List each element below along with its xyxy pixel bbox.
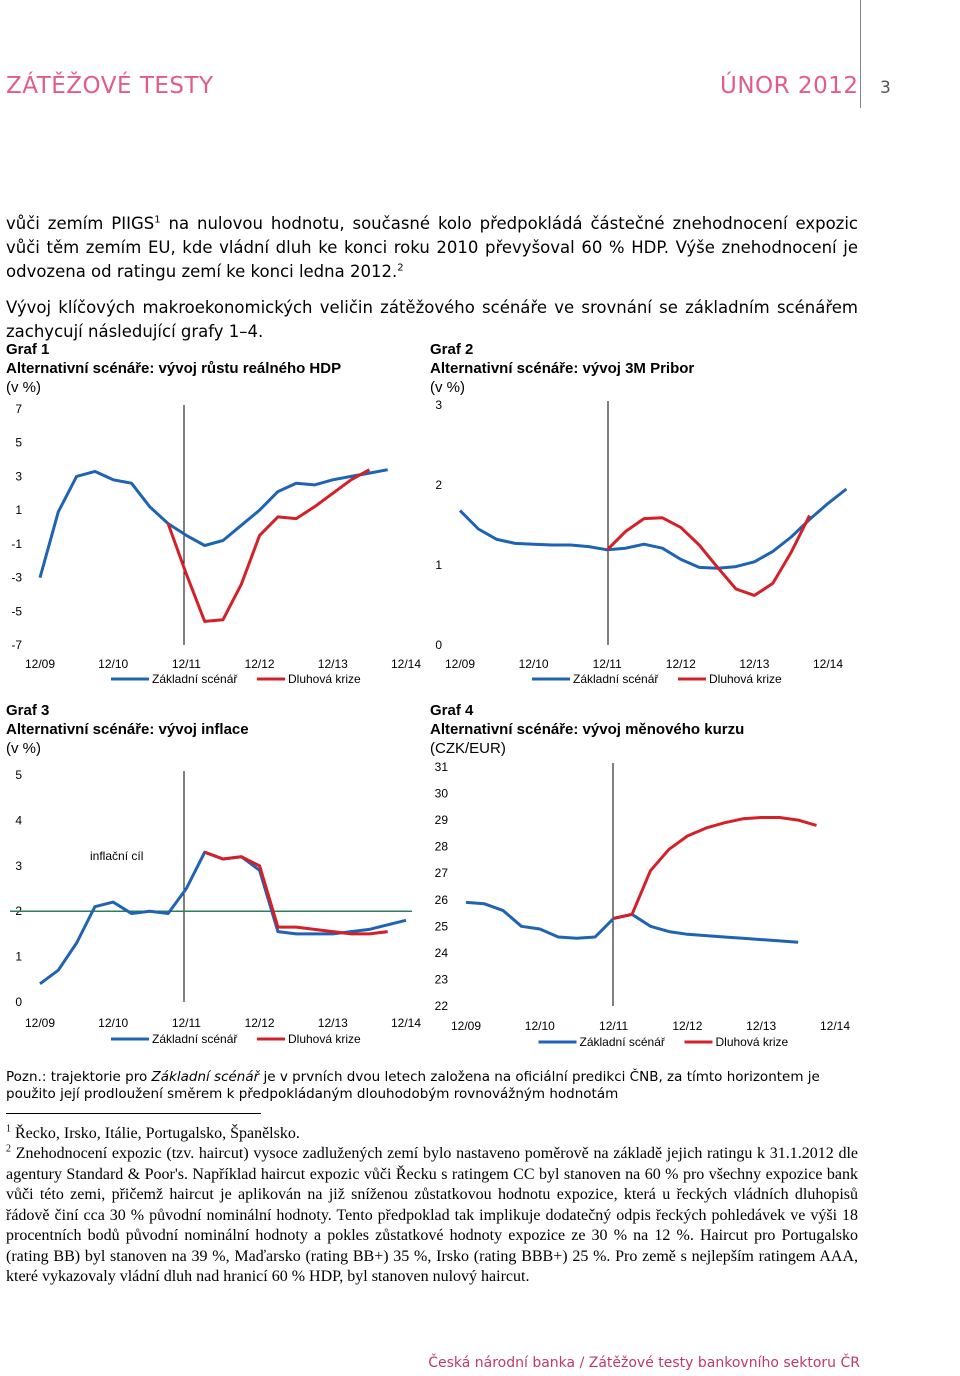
y-tick-label: 0 [435, 638, 442, 652]
series-line-debt [168, 470, 369, 622]
note-prefix: Pozn.: trajektorie pro [6, 1069, 152, 1085]
chart-1: 7 5 3 1 -1 -3 -5 -712/09 12/10 12/11 12/12 12/13 12/… [11, 402, 421, 686]
footer-text: Česká národní banka / Zátěžové testy ban… [428, 1355, 860, 1371]
legend-label-debt: Dluhová krize [288, 672, 361, 686]
footnote-separator [6, 1113, 261, 1114]
y-tick-label: 3 [15, 859, 22, 873]
y-tick-label: -7 [11, 638, 22, 652]
x-tick-label: 12/13 [739, 657, 769, 671]
legend-label-base: Základní scénář [152, 1032, 238, 1046]
y-tick-label: 22 [435, 999, 449, 1013]
y-tick-label: 1 [15, 503, 22, 517]
x-tick-label: 12/10 [525, 1019, 555, 1033]
y-tick-label: 2 [435, 478, 442, 492]
x-tick-label: 12/11 [593, 657, 622, 671]
y-tick-label: 25 [435, 919, 449, 933]
x-tick-label: 12/12 [245, 1016, 275, 1030]
legend-label-debt: Dluhová krize [716, 1035, 789, 1049]
x-tick-label: 12/10 [98, 657, 128, 671]
y-tick-label: 31 [435, 760, 449, 774]
series-line-debt [205, 852, 388, 934]
y-tick-label: 5 [15, 768, 22, 782]
y-tick-label: 24 [435, 946, 449, 960]
x-tick-label: 12/11 [172, 1016, 201, 1030]
x-tick-label: 12/09 [25, 657, 55, 671]
y-tick-label: 3 [15, 469, 22, 483]
x-tick-label: 12/13 [318, 1016, 348, 1030]
footnote-1-text: Řecko, Irsko, Itálie, Portugalsko, Španě… [11, 1125, 300, 1142]
x-tick-label: 12/10 [98, 1016, 128, 1030]
y-tick-label: 26 [435, 893, 449, 907]
x-tick-label: 12/10 [519, 657, 549, 671]
x-tick-label: 12/13 [746, 1019, 776, 1033]
x-tick-label: 12/09 [445, 657, 475, 671]
y-tick-label: 1 [435, 558, 442, 572]
y-tick-label: -1 [11, 537, 22, 551]
x-tick-label: 12/12 [245, 657, 275, 671]
note-emphasis: Základní scénář [152, 1069, 260, 1085]
y-tick-label: 23 [435, 972, 449, 986]
legend-label-debt: Dluhová krize [709, 672, 782, 686]
x-tick-label: 12/12 [672, 1019, 702, 1033]
footnote-1: 1 Řecko, Irsko, Itálie, Portugalsko, Špa… [6, 1124, 858, 1145]
legend-label-base: Základní scénář [580, 1035, 666, 1049]
chart-note: Pozn.: trajektorie pro Základní scénář j… [6, 1069, 858, 1103]
y-tick-label: 28 [435, 840, 449, 854]
series-line-debt [607, 515, 809, 595]
x-tick-label: 12/14 [391, 657, 421, 671]
y-tick-label: -3 [11, 571, 22, 585]
x-tick-label: 12/12 [666, 657, 696, 671]
x-tick-label: 12/14 [813, 657, 843, 671]
x-tick-label: 12/14 [391, 1016, 421, 1030]
x-tick-label: 12/09 [451, 1019, 481, 1033]
chart-2: 3 2 1 012/09 12/10 12/11 12/12 12/13 12/14 Základ… [435, 398, 846, 686]
legend-label-base: Základní scénář [152, 672, 238, 686]
y-tick-label: 30 [435, 787, 449, 801]
x-tick-label: 12/14 [820, 1019, 850, 1033]
x-tick-label: 12/13 [318, 657, 348, 671]
series-line-base [40, 852, 406, 984]
y-tick-label: 7 [15, 402, 22, 416]
series-line-base [40, 470, 388, 578]
y-tick-label: 27 [435, 866, 449, 880]
series-line-debt [614, 818, 817, 919]
y-tick-label: 5 [15, 436, 22, 450]
y-tick-label: 3 [435, 398, 442, 412]
inflation-target-label: inflační cíl [90, 849, 143, 863]
x-tick-label: 12/09 [25, 1016, 55, 1030]
y-tick-label: -5 [11, 604, 22, 618]
y-tick-label: 29 [435, 813, 449, 827]
legend-label-base: Základní scénář [573, 672, 659, 686]
x-tick-label: 12/11 [599, 1019, 628, 1033]
series-line-base [466, 902, 798, 942]
legend-label-debt: Dluhová krize [288, 1032, 361, 1046]
x-tick-label: 12/11 [172, 657, 201, 671]
y-tick-label: 4 [15, 813, 22, 827]
y-tick-label: 1 [15, 950, 22, 964]
footnote-2: 2 Znehodnocení expozic (tzv. haircut) vy… [6, 1144, 858, 1288]
y-tick-label: 0 [15, 995, 22, 1009]
footnote-2-text: Znehodnocení expozic (tzv. haircut) vyso… [6, 1145, 858, 1285]
